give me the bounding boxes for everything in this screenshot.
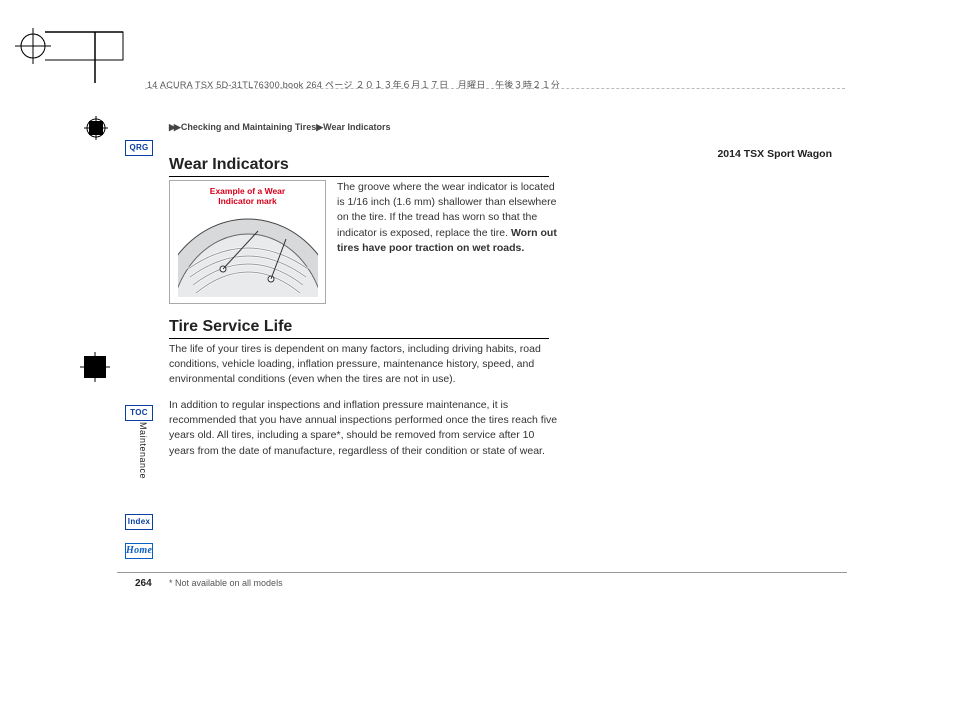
tire-label-line2: Indicator mark — [218, 196, 277, 206]
breadcrumb-arrows: ▶▶ — [169, 122, 179, 132]
qrg-button[interactable]: QRG — [125, 140, 153, 156]
tire-illustration-label: Example of a Wear Indicator mark — [170, 187, 325, 207]
paragraph-life-1: The life of your tires is dependent on m… — [169, 342, 554, 388]
breadcrumb-seg1: Checking and Maintaining Tires — [181, 122, 316, 132]
heading-wear-indicators: Wear Indicators — [169, 156, 549, 177]
tire-illustration-box: Example of a Wear Indicator mark — [169, 180, 326, 304]
breadcrumb-sep: ▶ — [316, 122, 321, 132]
breadcrumb-seg2: Wear Indicators — [323, 122, 390, 132]
model-title: 2014 TSX Sport Wagon — [717, 148, 832, 160]
header-dotline — [145, 88, 845, 89]
side-chapter-label: Maintenance — [138, 422, 148, 479]
breadcrumb: ▶▶Checking and Maintaining Tires▶Wear In… — [169, 122, 390, 133]
home-button[interactable]: Home — [125, 543, 153, 559]
paragraph-life-2: In addition to regular inspections and i… — [169, 398, 559, 459]
tire-icon — [178, 209, 318, 297]
toc-button[interactable]: TOC — [125, 405, 153, 421]
page-content: 14 ACURA TSX 5D-31TL76300.book 264 ページ ２… — [97, 60, 857, 660]
book-header-line: 14 ACURA TSX 5D-31TL76300.book 264 ページ ２… — [147, 78, 560, 91]
paragraph-groove: The groove where the wear indicator is l… — [337, 180, 557, 256]
heading-tire-service-life: Tire Service Life — [169, 318, 549, 339]
index-button[interactable]: Index — [125, 514, 153, 530]
footnote: * Not available on all models — [169, 578, 283, 588]
page-number: 264 — [135, 578, 152, 589]
footer-rule — [117, 572, 847, 573]
tire-label-line1: Example of a Wear — [210, 186, 285, 196]
